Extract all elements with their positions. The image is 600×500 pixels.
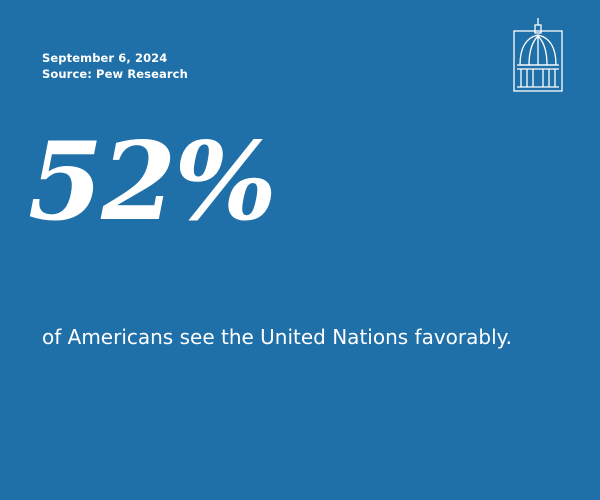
- logo: [513, 18, 563, 92]
- logo-frame: [513, 30, 563, 92]
- logo-ribs: [528, 35, 548, 66]
- stat-figure: 52%: [28, 119, 277, 245]
- logo-dome: [519, 34, 557, 66]
- date: September 6, 2024: [42, 51, 168, 65]
- logo-lantern: [534, 24, 542, 34]
- stat-caption: of Americans see the United Nations favo…: [42, 325, 512, 349]
- logo-columns: [520, 69, 556, 87]
- source: Source: Pew Research: [42, 67, 188, 81]
